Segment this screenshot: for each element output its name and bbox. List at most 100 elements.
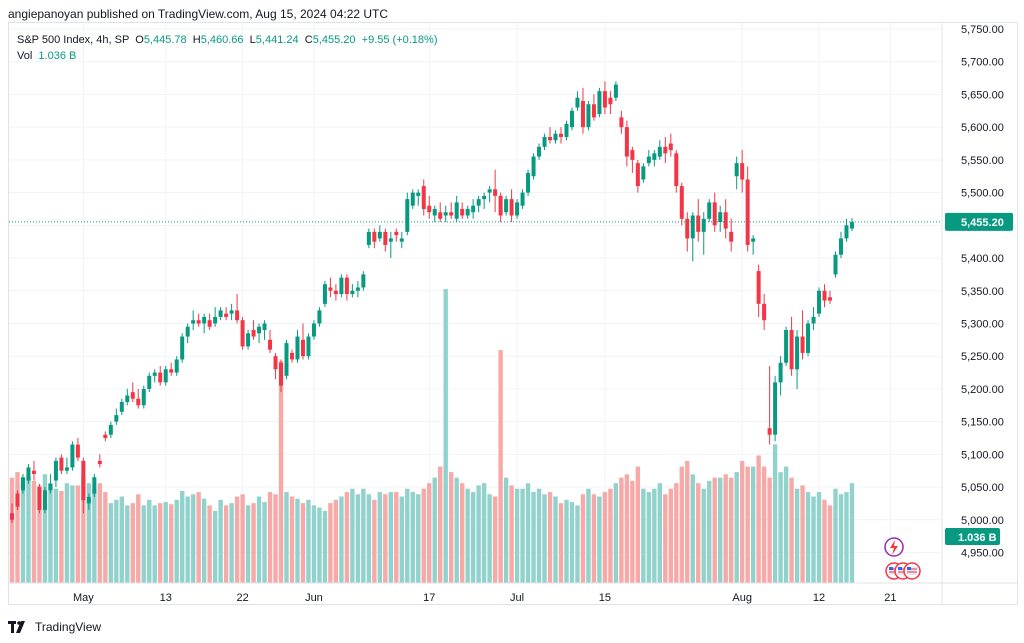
candle [383, 228, 388, 252]
candle-body [31, 470, 36, 474]
volume-bar [125, 505, 130, 583]
volume-bar [185, 496, 190, 583]
candle-body [191, 320, 196, 324]
volume-bar [542, 494, 547, 583]
candle-body [427, 205, 432, 213]
volume-bar [152, 505, 157, 583]
candle-body [295, 336, 300, 360]
candle [602, 81, 607, 115]
candle [366, 228, 371, 249]
candle-body [844, 225, 849, 239]
candle [646, 150, 651, 167]
candle [438, 202, 443, 223]
volume-bar [619, 477, 624, 583]
candle-body [833, 254, 838, 275]
candle [75, 437, 80, 461]
volume-bar [289, 496, 295, 583]
candle-body [251, 330, 256, 337]
volume-bar [663, 494, 668, 583]
candle [745, 166, 750, 252]
candle [114, 408, 119, 425]
close-value: 5,455.20 [312, 34, 356, 46]
candle [295, 330, 300, 363]
volume-bar [520, 488, 525, 583]
price-tick-label: 5,700.00 [961, 57, 1004, 69]
volume-bar [108, 503, 114, 583]
candle [394, 228, 399, 242]
candle-body [344, 277, 349, 295]
price-tick-label: 5,500.00 [961, 188, 1004, 200]
volume-bar [53, 488, 59, 583]
candle-body [685, 218, 690, 239]
candle-body [48, 483, 53, 491]
price-tick-label: 5,150.00 [961, 417, 1004, 429]
volume-bar [179, 490, 185, 583]
candle [784, 326, 789, 367]
candle-body [734, 163, 739, 177]
event-markers [884, 537, 921, 580]
volume-bar [207, 505, 212, 583]
candle [509, 189, 514, 223]
flag-event-icon [903, 562, 921, 580]
volume-bar [317, 507, 322, 583]
volume-bar [130, 503, 135, 583]
candle [147, 372, 152, 393]
volume-bar [459, 483, 465, 583]
volume-bar [745, 466, 750, 583]
time-tick-label: May [73, 592, 94, 604]
volume-bar [103, 492, 108, 583]
candle-body [465, 208, 470, 216]
candle [130, 382, 135, 402]
volume-bar [42, 474, 48, 583]
candle [542, 133, 547, 151]
candle-body [399, 238, 404, 242]
candle [828, 290, 833, 304]
candle [734, 156, 739, 190]
candle [70, 441, 75, 471]
volume-bar [262, 502, 267, 583]
volume-bar [558, 503, 564, 583]
candle-body [207, 320, 212, 327]
candle [707, 199, 712, 223]
candle [53, 457, 58, 488]
candle [279, 359, 284, 393]
volume-bar [9, 477, 15, 583]
candle [526, 169, 531, 196]
candle [306, 333, 311, 360]
flag-icon-field [898, 567, 908, 575]
volume-bar [613, 483, 619, 583]
candle-body [586, 104, 591, 128]
candle-body [498, 195, 503, 216]
volume-bar [470, 492, 476, 583]
candle [399, 231, 404, 249]
volume-bar [383, 494, 388, 583]
candle [751, 235, 756, 255]
candle-body [602, 91, 607, 108]
volume-bar [75, 485, 81, 583]
volume-bar [344, 492, 350, 583]
candle-body [641, 166, 646, 180]
candle-body [108, 424, 113, 435]
candle [619, 110, 624, 134]
candle [652, 150, 657, 167]
volume-bar [454, 477, 459, 583]
open-value: 5,445.78 [143, 34, 187, 46]
candle [608, 91, 613, 115]
candle-body [646, 156, 651, 164]
candle [284, 339, 289, 380]
lightning-icon [884, 537, 904, 557]
volume-bar [761, 466, 767, 583]
candle-body [53, 460, 58, 481]
volume-bar [174, 499, 179, 583]
flag-icon-canton [898, 567, 902, 570]
candle [141, 385, 146, 409]
volume-bar [668, 488, 673, 583]
candle-body [300, 339, 305, 357]
candle [630, 146, 635, 173]
candle [20, 473, 25, 494]
low-value: 5,441.24 [255, 34, 299, 46]
candle-body [147, 375, 152, 389]
price-tick-label: 4,950.00 [961, 548, 1004, 560]
candle [767, 366, 772, 445]
volume-bar [608, 488, 613, 583]
